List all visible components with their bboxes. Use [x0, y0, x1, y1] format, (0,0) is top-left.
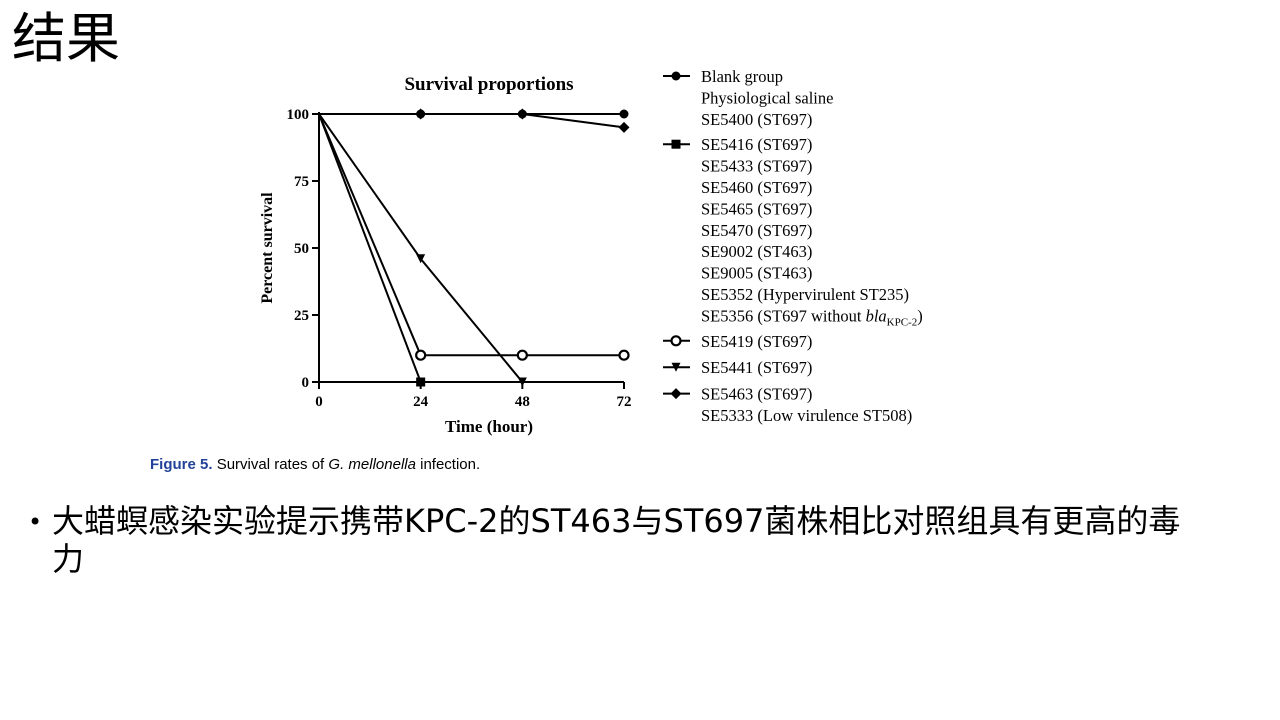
y-tick-label: 0: [302, 375, 310, 391]
legend-entry: SE5470 (ST697): [701, 221, 812, 240]
figure-caption: Figure 5. Survival rates of G. mellonell…: [150, 456, 480, 473]
x-axis-label: Time (hour): [445, 417, 533, 436]
legend-marker-square: [671, 139, 681, 149]
legend-entry: SE9005 (ST463): [701, 264, 812, 283]
data-point-triangle: [517, 377, 527, 387]
legend-entry: SE5416 (ST697): [701, 135, 812, 154]
caption-italic: G. mellonella: [328, 456, 416, 473]
series-line-diamond: [319, 113, 625, 129]
x-tick-label: 0: [315, 394, 323, 410]
legend-entry: SE5419 (ST697): [701, 332, 812, 351]
data-point-square: [416, 377, 426, 387]
caption-label: Figure 5.: [150, 456, 213, 473]
data-point-diamond: [618, 121, 630, 133]
legend-entry: SE5352 (Hypervirulent ST235): [701, 285, 909, 304]
legend-entry: SE5433 (ST697): [701, 157, 812, 176]
y-axis-label: Percent survival: [259, 192, 276, 304]
legend-marker-diamond: [670, 388, 682, 400]
x-tick-label: 24: [413, 394, 429, 410]
legend-marker-triangle: [671, 362, 681, 372]
legend-entry: SE5463 (ST697): [701, 385, 812, 404]
bullet-marker: •: [28, 508, 43, 536]
data-point-open-circle: [415, 349, 427, 361]
data-point-circle: [619, 109, 629, 119]
bullet-item: • 大蜡螟感染实验提示携带KPC-2的ST463与ST697菌株相比对照组具有更…: [28, 502, 1228, 578]
legend-entry: Physiological saline: [701, 88, 833, 107]
caption-pre: Survival rates of: [216, 456, 329, 473]
slide-title: 结果: [12, 7, 120, 70]
y-tick-label: 100: [287, 107, 310, 123]
legend-entry: SE5460 (ST697): [701, 178, 812, 197]
legend-marker-circle: [671, 71, 681, 81]
legend-entry: SE9002 (ST463): [701, 242, 812, 261]
series-line-triangle: [318, 113, 524, 383]
y-tick-label: 50: [294, 241, 309, 257]
legend-entry: SE5333 (Low virulence ST508): [701, 406, 912, 425]
data-point-diamond: [415, 108, 427, 120]
y-tick-label: 75: [294, 174, 309, 190]
legend-entry: Blank group: [701, 67, 783, 86]
caption-post: infection.: [415, 456, 481, 473]
chart-title: Survival proportions: [404, 74, 573, 95]
legend-entry: SE5400 (ST697): [701, 110, 812, 129]
data-point-open-circle: [618, 349, 630, 361]
x-tick-label: 48: [515, 394, 530, 410]
data-point-open-circle: [516, 349, 528, 361]
bullet-text: 大蜡螟感染实验提示携带KPC-2的ST463与ST697菌株相比对照组具有更高的…: [52, 502, 1181, 578]
series-line-square: [318, 113, 422, 383]
data-point-triangle: [416, 254, 426, 264]
x-tick-label: 72: [617, 394, 632, 410]
y-tick-label: 25: [294, 308, 309, 324]
series-line-open-circle: [318, 113, 624, 357]
legend-entry: SE5356 (ST697 without blaKPC-2): [701, 306, 923, 328]
data-point-diamond: [516, 108, 528, 120]
legend-entry: SE5465 (ST697): [701, 199, 812, 218]
legend-marker-open-circle: [670, 335, 682, 347]
legend-entry: SE5441 (ST697): [701, 358, 812, 377]
